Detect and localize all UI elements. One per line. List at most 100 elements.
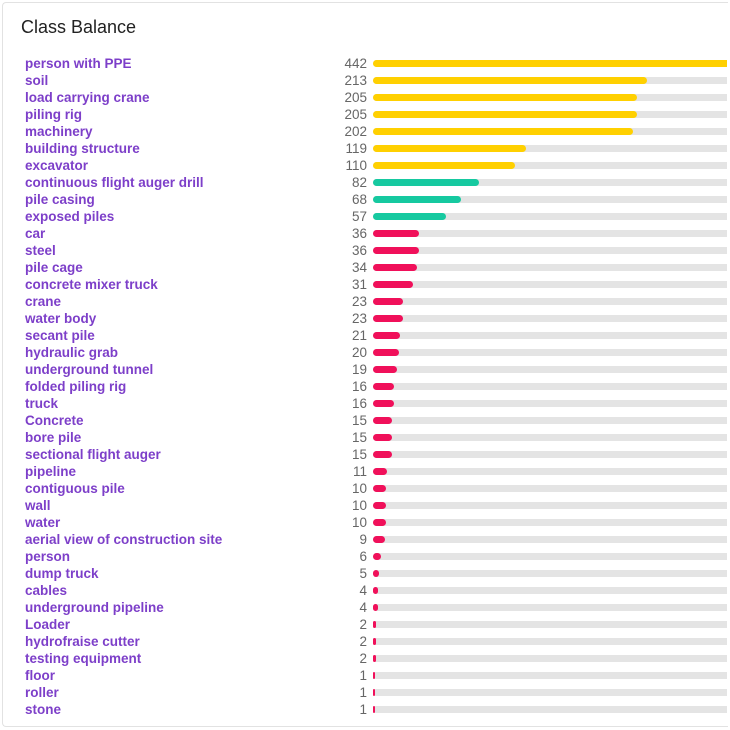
class-count: 36: [351, 226, 367, 241]
class-label[interactable]: water body: [25, 311, 97, 326]
class-row: piling rig 205: [3, 106, 727, 123]
class-bar-fill: [373, 434, 393, 441]
class-label[interactable]: Loader: [25, 617, 71, 632]
class-bar-fill: [373, 706, 375, 713]
class-bar-fill: [373, 468, 388, 475]
class-count: 31: [351, 277, 367, 292]
class-row: cables 4: [3, 582, 727, 599]
class-row: soil 213: [3, 72, 727, 89]
class-label[interactable]: load carrying crane: [25, 90, 150, 105]
class-bar-track: [373, 570, 727, 577]
class-row: roller 1: [3, 684, 727, 701]
class-label[interactable]: roller: [25, 685, 59, 700]
class-label[interactable]: continuous flight auger drill: [25, 175, 204, 190]
class-label[interactable]: aerial view of construction site: [25, 532, 223, 547]
class-list: person with PPE 442 soil 213 load carrying c…: [3, 55, 727, 718]
class-label[interactable]: soil: [25, 73, 49, 88]
class-bar-track: [373, 281, 727, 288]
class-label[interactable]: testing equipment: [25, 651, 142, 666]
class-label[interactable]: crane: [25, 294, 62, 309]
class-label[interactable]: underground pipeline: [25, 600, 164, 615]
class-label[interactable]: stone: [25, 702, 62, 717]
class-row: bore pile 15: [3, 429, 727, 446]
class-bar-track: [373, 451, 727, 458]
class-bar-fill: [373, 60, 727, 67]
class-label[interactable]: steel: [25, 243, 56, 258]
class-bar-track: [373, 179, 727, 186]
class-label[interactable]: building structure: [25, 141, 140, 156]
class-bar-track: [373, 128, 727, 135]
class-label[interactable]: hydraulic grab: [25, 345, 119, 360]
class-bar-fill: [373, 230, 420, 237]
class-label[interactable]: cables: [25, 583, 68, 598]
class-label[interactable]: bore pile: [25, 430, 82, 445]
class-row: load carrying crane 205: [3, 89, 727, 106]
class-bar-fill: [373, 162, 515, 169]
class-bar-fill: [373, 264, 417, 271]
class-bar-fill: [373, 689, 375, 696]
class-bar-track: [373, 349, 727, 356]
class-bar-fill: [373, 298, 403, 305]
class-label[interactable]: wall: [25, 498, 51, 513]
class-count: 21: [351, 328, 367, 343]
class-bar-fill: [373, 77, 648, 84]
class-label[interactable]: machinery: [25, 124, 93, 139]
class-label[interactable]: excavator: [25, 158, 89, 173]
class-label[interactable]: concrete mixer truck: [25, 277, 158, 292]
class-label[interactable]: car: [25, 226, 46, 241]
class-bar-fill: [373, 366, 398, 373]
class-row: hydrofraise cutter 2: [3, 633, 727, 650]
class-count: 213: [344, 73, 367, 88]
class-label[interactable]: secant pile: [25, 328, 95, 343]
class-bar-track: [373, 162, 727, 169]
class-label[interactable]: floor: [25, 668, 55, 683]
class-bar-track: [373, 383, 727, 390]
class-label[interactable]: contiguous pile: [25, 481, 125, 496]
class-row: water body 23: [3, 310, 727, 327]
class-row: building structure 119: [3, 140, 727, 157]
class-count: 23: [351, 311, 367, 326]
class-bar-fill: [373, 179, 479, 186]
class-bar-fill: [373, 196, 461, 203]
class-bar-track: [373, 434, 727, 441]
class-label[interactable]: pile casing: [25, 192, 95, 207]
class-row: person 6: [3, 548, 727, 565]
class-bar-track: [373, 400, 727, 407]
class-row: excavator 110: [3, 157, 727, 174]
class-label[interactable]: hydrofraise cutter: [25, 634, 140, 649]
class-count: 16: [351, 379, 367, 394]
class-bar-track: [373, 213, 727, 220]
class-label[interactable]: underground tunnel: [25, 362, 154, 377]
class-label[interactable]: piling rig: [25, 107, 82, 122]
class-label[interactable]: truck: [25, 396, 59, 411]
class-bar-track: [373, 621, 727, 628]
class-label[interactable]: water: [25, 515, 61, 530]
class-count: 10: [351, 515, 367, 530]
class-bar-track: [373, 417, 727, 424]
class-count: 15: [351, 413, 367, 428]
class-label[interactable]: Concrete: [25, 413, 84, 428]
class-label[interactable]: folded piling rig: [25, 379, 127, 394]
class-count: 442: [344, 56, 367, 71]
class-row: truck 16: [3, 395, 727, 412]
class-count: 2: [359, 634, 367, 649]
class-label[interactable]: sectional flight auger: [25, 447, 161, 462]
class-bar-fill: [373, 281, 413, 288]
class-label[interactable]: person: [25, 549, 71, 564]
class-bar-track: [373, 111, 727, 118]
class-bar-track: [373, 672, 727, 679]
class-label[interactable]: pipeline: [25, 464, 77, 479]
class-label[interactable]: exposed piles: [25, 209, 115, 224]
class-bar-track: [373, 519, 727, 526]
class-label[interactable]: pile cage: [25, 260, 83, 275]
class-label[interactable]: dump truck: [25, 566, 99, 581]
class-bar-fill: [373, 570, 380, 577]
class-row: wall 10: [3, 497, 727, 514]
class-count: 9: [359, 532, 367, 547]
class-bar-track: [373, 196, 727, 203]
class-label[interactable]: person with PPE: [25, 56, 132, 71]
class-bar-fill: [373, 536, 385, 543]
class-count: 2: [359, 617, 367, 632]
class-bar-fill: [373, 383, 394, 390]
